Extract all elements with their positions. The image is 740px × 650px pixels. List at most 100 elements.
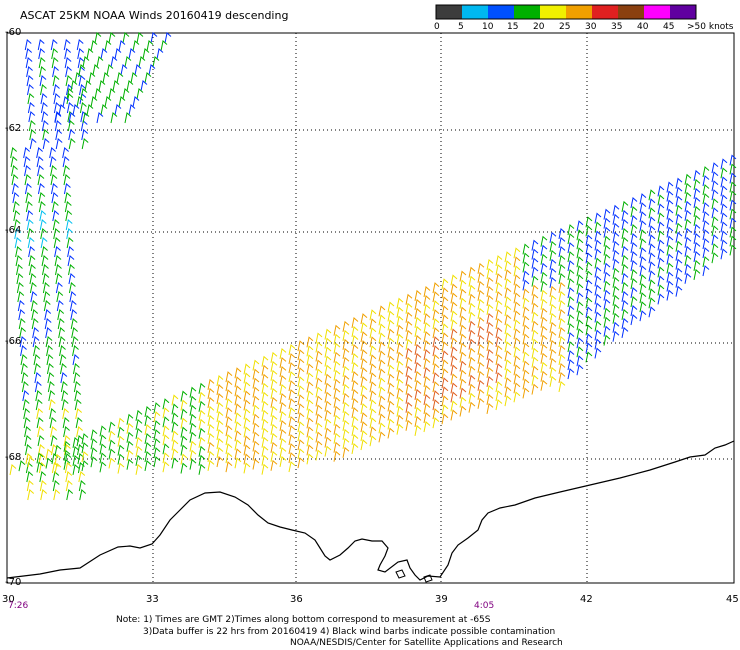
wind-barb — [18, 309, 26, 321]
wind-barb — [198, 427, 206, 439]
wind-barb — [252, 404, 260, 416]
wind-barb — [477, 388, 485, 400]
wind-barb — [612, 213, 620, 225]
wind-barb — [486, 294, 494, 306]
wind-barb — [79, 489, 87, 501]
wind-barb — [270, 450, 278, 462]
wind-barb — [70, 309, 78, 321]
wind-barb — [70, 80, 78, 92]
wind-barb — [60, 381, 68, 393]
wind-barb — [711, 180, 719, 192]
wind-barb — [639, 247, 647, 259]
wind-barb — [486, 321, 494, 333]
wind-barb — [47, 372, 55, 384]
wind-barb — [675, 249, 683, 261]
wind-barb — [702, 166, 710, 178]
wind-barb — [12, 201, 20, 213]
wind-barb — [288, 362, 296, 374]
wind-barb — [54, 462, 62, 474]
wind-barb — [288, 461, 296, 473]
wind-barb — [306, 372, 314, 384]
wind-barb — [414, 397, 422, 409]
legend-tick: 20 — [533, 22, 545, 32]
wind-barb — [13, 219, 21, 231]
wind-barb — [576, 328, 584, 340]
wind-barb — [648, 297, 656, 309]
wind-barb — [261, 418, 269, 430]
wind-barb — [639, 265, 647, 277]
wind-barb — [351, 397, 359, 410]
wind-barb — [96, 56, 104, 68]
wind-barb — [90, 456, 98, 468]
wind-barb — [576, 364, 584, 376]
wind-barb — [495, 282, 503, 294]
wind-barb — [513, 265, 521, 277]
wind-barb — [486, 303, 494, 315]
wind-barb — [405, 311, 413, 323]
wind-barb — [76, 96, 84, 108]
wind-barb — [225, 389, 233, 401]
wind-barb — [333, 360, 341, 372]
wind-barb — [126, 449, 134, 461]
wind-barb — [576, 229, 584, 241]
wind-barb — [26, 219, 34, 231]
wind-barb — [396, 297, 404, 309]
wind-barb — [603, 226, 611, 238]
wind-barb — [288, 434, 296, 446]
wind-barb — [459, 387, 467, 399]
wind-barb — [495, 327, 503, 339]
wind-barb — [567, 314, 575, 326]
wind-barb — [171, 448, 179, 460]
wind-barb — [522, 279, 530, 291]
wind-barb — [90, 438, 98, 450]
wind-barb — [405, 410, 413, 422]
wind-barb — [56, 291, 64, 303]
wind-barb — [531, 383, 539, 395]
wind-barb — [74, 399, 82, 411]
wind-barb — [118, 96, 126, 108]
wind-barb — [585, 342, 593, 354]
wind-barb — [639, 193, 647, 205]
wind-barb — [216, 429, 224, 441]
wind-barb — [65, 480, 73, 492]
wind-barb — [45, 336, 53, 348]
wind-barb — [297, 385, 305, 397]
wind-barb — [351, 442, 359, 455]
wind-barb — [135, 436, 143, 448]
wind-barb — [369, 390, 377, 402]
wind-barb — [378, 386, 386, 398]
wind-barb — [53, 84, 60, 96]
wind-barb — [423, 394, 431, 406]
wind-barb — [468, 383, 476, 395]
wind-barb — [189, 413, 197, 425]
wind-barb — [693, 268, 701, 280]
wind-barb — [225, 371, 233, 383]
wind-barb — [52, 75, 60, 87]
wind-barb — [14, 228, 22, 240]
wind-barb — [558, 236, 566, 249]
wind-barb — [144, 460, 152, 472]
wind-barb — [495, 300, 503, 312]
wind-barb — [189, 395, 197, 407]
wind-barb — [58, 327, 65, 339]
wind-barb — [729, 199, 737, 211]
wind-barb — [351, 352, 359, 365]
wind-barb — [24, 183, 32, 195]
wind-barb — [27, 228, 35, 240]
wind-barb — [47, 381, 55, 393]
wind-barb — [612, 330, 620, 342]
lon-label: 39 — [435, 594, 448, 605]
wind-barb — [621, 209, 629, 221]
legend-swatch — [436, 5, 462, 19]
wind-barb — [468, 275, 476, 287]
wind-barb — [96, 112, 104, 124]
wind-barb — [351, 343, 359, 356]
wind-barb — [576, 220, 584, 232]
wind-barb — [61, 390, 69, 402]
wind-barb — [86, 48, 94, 60]
wind-barb — [333, 351, 341, 363]
wind-barb — [342, 446, 350, 458]
wind-barb — [279, 437, 287, 449]
wind-barb — [657, 212, 665, 224]
wind-barb — [450, 310, 458, 322]
